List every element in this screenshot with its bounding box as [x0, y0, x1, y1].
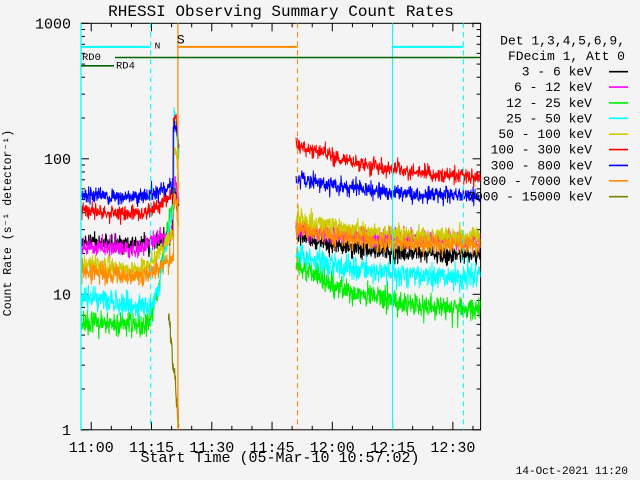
svg-text:RD4: RD4: [116, 60, 135, 72]
svg-text:1: 1: [62, 423, 71, 440]
svg-text:12 - 25 keV: 12 - 25 keV: [506, 96, 592, 111]
svg-text:300 - 800 keV: 300 - 800 keV: [491, 158, 593, 173]
svg-text:RHESSI Observing Summary Count: RHESSI Observing Summary Count Rates: [108, 3, 454, 21]
svg-text:10: 10: [53, 287, 71, 304]
svg-text:6 - 12 keV: 6 - 12 keV: [514, 80, 592, 95]
svg-text:11:45: 11:45: [250, 440, 295, 457]
svg-text:25 - 50 keV: 25 - 50 keV: [506, 111, 592, 126]
svg-text:Det 1,3,4,5,6,9,: Det 1,3,4,5,6,9,: [500, 33, 625, 48]
svg-text:800 - 7000 keV: 800 - 7000 keV: [483, 174, 592, 189]
svg-text:50 - 100 keV: 50 - 100 keV: [498, 127, 592, 142]
svg-text:100 - 300 keV: 100 - 300 keV: [491, 143, 593, 158]
svg-text:Count Rate (s⁻¹ detector⁻¹): Count Rate (s⁻¹ detector⁻¹): [2, 130, 15, 316]
svg-text:7000 - 15000 keV: 7000 - 15000 keV: [467, 190, 592, 205]
svg-text:100: 100: [44, 152, 71, 169]
svg-text:12:30: 12:30: [430, 440, 475, 457]
svg-text:1000: 1000: [35, 16, 71, 33]
svg-text:14-Oct-2021 11:20: 14-Oct-2021 11:20: [516, 466, 628, 478]
svg-text:12:00: 12:00: [310, 440, 355, 457]
svg-text:3 - 6 keV: 3 - 6 keV: [522, 65, 592, 80]
svg-text:S: S: [177, 33, 185, 48]
svg-text:11:00: 11:00: [69, 440, 114, 457]
svg-text:11:30: 11:30: [189, 440, 234, 457]
svg-text:N: N: [155, 41, 161, 52]
svg-text:12:15: 12:15: [370, 440, 415, 457]
svg-text:FDecim 1, Att 0: FDecim 1, Att 0: [508, 49, 625, 64]
svg-text:RD0: RD0: [82, 52, 101, 64]
svg-text:11:15: 11:15: [129, 440, 174, 457]
